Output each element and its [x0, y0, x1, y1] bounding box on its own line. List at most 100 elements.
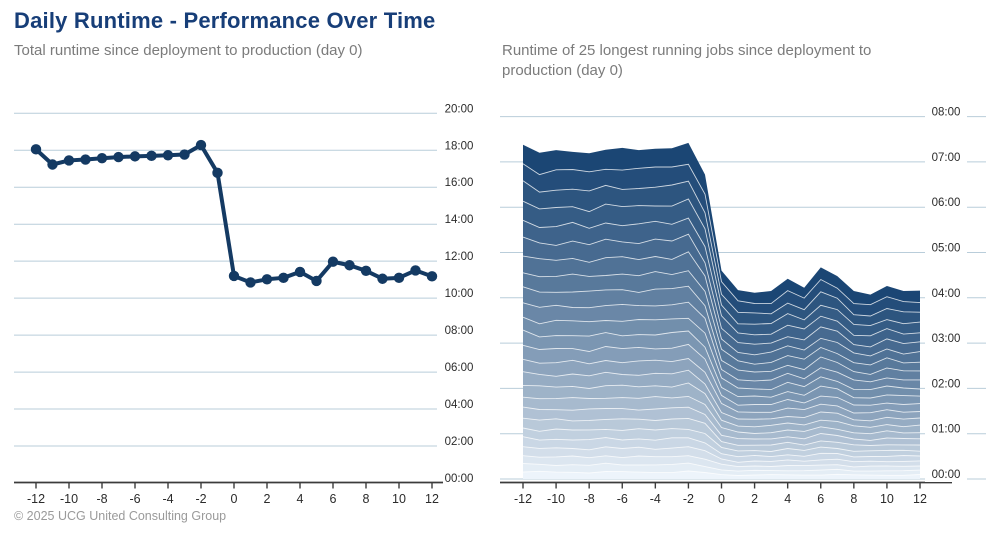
band-boundary [522, 427, 921, 452]
x-tick-label: 0 [231, 492, 238, 506]
job-runtime-band [523, 370, 920, 428]
data-point-marker [195, 139, 207, 151]
y-tick-label-bg [925, 377, 967, 392]
job-runtime-band [523, 163, 920, 316]
x-tick-label: -6 [617, 492, 628, 506]
band-boundary [522, 343, 921, 406]
data-point-marker [344, 260, 355, 271]
band-boundary [522, 180, 921, 317]
band-boundary [522, 285, 921, 375]
y-tick-label: 08:00 [445, 325, 474, 337]
job-runtime-band [523, 251, 920, 365]
job-runtime-band [523, 270, 920, 375]
x-tick-label: 8 [850, 492, 857, 506]
y-tick-label-bg [925, 241, 967, 256]
y-tick-label-bg [925, 150, 967, 165]
y-tick-label: 08:00 [932, 107, 961, 119]
band-boundary [522, 270, 921, 366]
band-boundary [522, 198, 921, 327]
copyright-text: © 2025 UCG United Consulting Group [14, 509, 227, 523]
x-tick-label: 4 [297, 492, 304, 506]
band-boundary [522, 316, 921, 391]
x-tick-label: 6 [330, 492, 337, 506]
job-runtime-band [523, 286, 920, 382]
data-point-marker [278, 272, 289, 284]
data-point-marker [96, 153, 108, 164]
y-tick-label: 00:00 [932, 469, 961, 481]
job-runtime-band [523, 142, 920, 305]
y-tick-label: 01:00 [932, 424, 961, 436]
band-boundary [522, 446, 921, 463]
y-tick-label-bg [925, 468, 967, 482]
band-boundary [522, 470, 921, 476]
y-tick-label: 10:00 [445, 288, 474, 300]
total-runtime-line [34, 143, 434, 285]
job-runtime-band [523, 396, 920, 441]
data-point-marker [63, 155, 75, 166]
x-tick-label: -2 [195, 492, 206, 506]
x-tick-label: 2 [264, 492, 271, 506]
data-point-marker [47, 159, 58, 170]
band-boundary [522, 382, 921, 428]
y-tick-label: 04:00 [445, 399, 474, 411]
job-runtime-band [523, 428, 920, 457]
data-point-marker [311, 275, 322, 287]
data-point-marker [360, 265, 372, 276]
band-boundary [522, 329, 921, 399]
x-tick-label: 4 [784, 492, 791, 506]
y-tick-label: 04:00 [932, 288, 961, 300]
x-tick-label: -12 [514, 492, 532, 506]
data-point-marker [426, 271, 438, 282]
y-tick-label: 20:00 [445, 103, 474, 115]
y-tick-label: 03:00 [932, 333, 961, 345]
band-boundary [522, 358, 921, 414]
y-tick-label-bg [925, 105, 967, 120]
y-tick-label-bg [925, 286, 967, 301]
band-boundary [522, 163, 921, 306]
job-runtime-band [523, 383, 920, 434]
band-boundary [522, 455, 921, 468]
longest-jobs-stacked-area-chart: -12 -10 -8 -6 -4 -2 0 2 4 6 8 10 12 00:00 01:00 02:00 03… [500, 105, 986, 506]
x-tick-label: 8 [363, 492, 370, 506]
right-chart-subtitle: Runtime of 25 longest running jobs since… [502, 42, 872, 80]
data-point-marker [377, 273, 388, 284]
band-boundary [522, 217, 921, 337]
y-tick-label: 07:00 [932, 152, 961, 164]
x-tick-label: 2 [751, 492, 758, 506]
y-tick-label: 06:00 [445, 362, 474, 374]
band-boundary [522, 462, 921, 472]
band-boundary [522, 251, 921, 357]
data-point-marker [30, 144, 42, 155]
x-tick-label: -4 [650, 492, 661, 506]
y-tick-label-bg [925, 332, 967, 347]
data-point-marker [393, 272, 405, 284]
x-tick-label: 12 [913, 492, 927, 506]
y-tick-label: 16:00 [445, 177, 474, 189]
x-tick-label: -10 [60, 492, 78, 506]
band-boundary [522, 395, 921, 435]
data-point-marker [245, 277, 256, 288]
job-runtime-band [523, 446, 920, 467]
data-point-marker [179, 149, 190, 160]
x-tick-label: -12 [27, 492, 45, 506]
x-tick-label: 12 [425, 492, 439, 506]
data-point-marker [113, 151, 124, 163]
x-tick-label: -2 [683, 492, 694, 506]
band-boundary [522, 301, 920, 383]
band-boundary [522, 436, 921, 458]
y-tick-label: 14:00 [445, 214, 474, 226]
y-tick-label: 02:00 [445, 436, 474, 448]
y-tick-label: 05:00 [932, 243, 961, 255]
data-point-marker [129, 151, 141, 162]
job-runtime-band [523, 234, 920, 356]
x-tick-label: 0 [718, 492, 725, 506]
x-tick-label: -10 [547, 492, 565, 506]
data-point-marker [212, 167, 223, 179]
x-tick-label: 10 [392, 492, 406, 506]
y-tick-label: 02:00 [932, 378, 961, 390]
band-boundary [522, 233, 921, 348]
y-tick-label-bg [925, 196, 967, 211]
job-runtime-band [523, 218, 920, 347]
data-point-marker [80, 154, 91, 165]
